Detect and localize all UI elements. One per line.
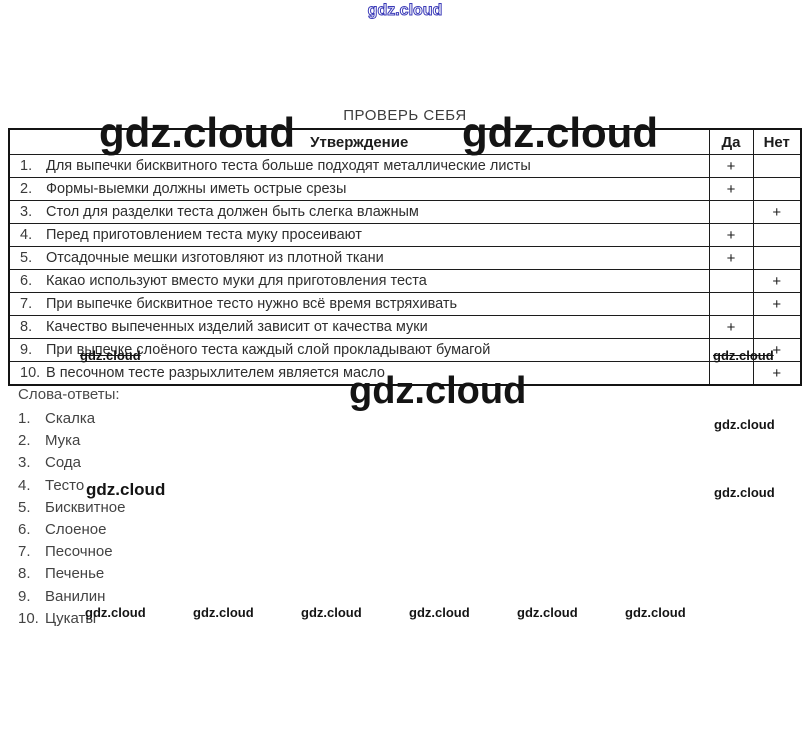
no-mark: + [752,269,802,293]
yes-mark: + [708,177,754,201]
yes-mark [708,361,754,386]
watermark: gdz.cloud [517,605,578,620]
row-number: 10. [20,365,41,381]
list-item-text: Цукаты [45,609,97,627]
table-row: 6. Какао используют вместо муки для приго… [8,269,802,293]
list-item: 5. Бисквитное [18,497,125,519]
table-row: 9. При выпечке слоёного теста каждый слой… [8,338,802,362]
list-item-text: Тесто [45,476,85,494]
list-item-text: Бисквитное [45,498,126,516]
list-item-text: Скалка [45,410,96,427]
table-row: 4. Перед приготовлением теста муку просеи… [8,223,802,247]
list-item: 8. Печенье [18,563,125,585]
list-item: 4. Тесто [18,475,125,497]
list-item: 10. Цукаты [18,608,125,630]
yes-mark: + [708,246,754,270]
list-item-number: 2. [18,432,31,450]
table-header-row: Утверждение Да Нет [8,128,802,155]
yes-mark: + [708,154,754,178]
row-number: 3. [20,204,33,220]
list-item: 1. Скалка [18,408,125,430]
row-number: 5. [20,250,33,266]
list-item-number: 8. [18,565,31,583]
statement-text: В песочном тесте разрыхлителем является … [46,365,385,381]
statement-text: При выпечке бисквитное тесто нужно всё в… [46,296,458,312]
list-item-number: 1. [18,410,31,427]
no-mark [752,177,802,201]
watermark: gdz.cloud [193,605,254,620]
row-number: 7. [20,296,33,312]
row-number: 1. [20,158,33,174]
table-row: 1. Для выпечки бисквитного теста больше п… [8,154,802,178]
no-mark [752,246,802,270]
watermark: gdz.cloud [714,417,775,432]
no-mark [752,223,802,247]
answer-words-section: Слова-ответы: 1. Скалка 2. Мука 3. Сода 4. Т… [18,386,125,630]
list-item-text: Печенье [45,565,105,583]
statement-text: Формы-выемки должны иметь острые срезы [46,181,347,197]
no-mark: + [752,361,802,386]
table-row: 5. Отсадочные мешки изготовляют из плотно… [8,246,802,270]
no-mark [752,154,802,178]
yes-mark [708,292,754,316]
no-mark: + [752,292,802,316]
list-item-text: Сода [45,454,81,472]
list-item: 9. Ванилин [18,586,125,608]
statement-text: При выпечке слоёного теста каждый слой п… [46,342,491,358]
list-item: 2. Мука [18,430,125,452]
column-header-no: Нет [752,128,802,155]
yes-mark [708,269,754,293]
list-item-text: Слоеное [45,520,107,538]
yes-mark [708,338,754,362]
watermark: gdz.cloud [625,605,686,620]
watermark: gdz.cloud [367,2,443,19]
statement-text: Стол для разделки теста должен быть слег… [46,204,419,220]
yes-mark: + [708,315,754,339]
answer-words-label: Слова-ответы: [18,386,120,403]
row-number: 4. [20,227,33,243]
watermark: gdz.cloud [714,485,775,500]
list-item-number: 10. [18,609,39,627]
table-row: 7. При выпечке бисквитное тесто нужно всё… [8,292,802,316]
list-item: 6. Слоеное [18,519,125,541]
list-item: 7. Песочное [18,541,125,563]
row-number: 6. [20,273,33,289]
statement-text: Для выпечки бисквитного теста больше под… [46,158,531,174]
watermark: gdz.cloud [409,605,470,620]
statement-text: Отсадочные мешки изготовляют из плотной … [46,250,384,266]
yes-mark [708,200,754,224]
table-row: 2. Формы-выемки должны иметь острые срезы… [8,177,802,201]
row-number: 9. [20,342,33,358]
list-item-number: 9. [18,587,31,605]
page-title: ПРОВЕРЬ СЕБЯ [343,107,467,124]
table-row: 8. Качество выпеченных изделий зависит от… [8,315,802,339]
list-item-number: 5. [18,498,31,516]
list-item-text: Мука [45,432,81,450]
list-item-number: 6. [18,520,31,538]
statement-text: Перед приготовлением теста муку просеива… [46,227,362,243]
list-item-text: Песочное [45,543,113,561]
list-item-number: 7. [18,543,31,561]
row-number: 2. [20,181,33,197]
watermark: gdz.cloud [301,605,362,620]
list-item-number: 3. [18,454,31,472]
yes-mark: + [708,223,754,247]
list-item: 3. Сода [18,452,125,474]
column-header-statement: Утверждение [8,128,710,155]
table-row: 3. Стол для разделки теста должен быть сл… [8,200,802,224]
no-mark [752,315,802,339]
row-number: 8. [20,319,33,335]
list-item-text: Ванилин [45,587,106,605]
no-mark: + [752,338,802,362]
list-item-number: 4. [18,476,31,494]
self-check-table: Утверждение Да Нет 1. Для выпечки бисквит… [8,128,802,386]
statement-text: Качество выпеченных изделий зависит от к… [46,319,428,335]
no-mark: + [752,200,802,224]
table-row: 10. В песочном тесте разрыхлителем являет… [8,361,802,386]
statement-text: Какао используют вместо муки для пригото… [46,273,427,289]
column-header-yes: Да [708,128,754,155]
